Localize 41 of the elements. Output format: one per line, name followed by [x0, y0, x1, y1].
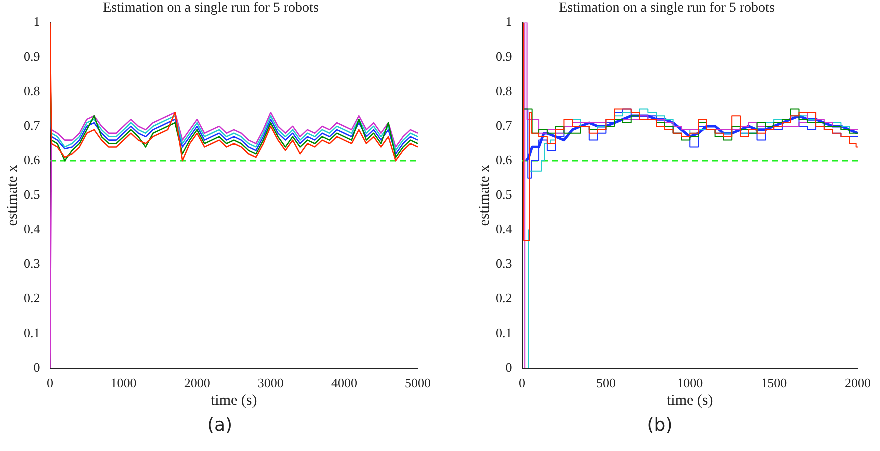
x-tick-label: 0: [519, 376, 526, 391]
y-tick-label: 0.9: [24, 48, 40, 64]
y-tick-label: 0.5: [24, 187, 40, 202]
y-tick-label: 0.8: [496, 83, 512, 98]
y-tick-label: 0.2: [496, 290, 512, 306]
y-tick-label: 0.3: [24, 256, 40, 272]
x-axis-title: time (s): [667, 392, 714, 409]
x-tick-label: 0: [47, 376, 54, 391]
x-tick-label: 4000: [331, 376, 358, 391]
y-tick-label: 0.6: [496, 152, 513, 168]
y-axis-title: estimate x: [476, 164, 493, 226]
y-tick-label: 0.2: [24, 290, 40, 306]
y-tick-label: 0.9: [496, 48, 512, 64]
y-tick-label: 0.1: [496, 325, 512, 340]
x-tick-label: 500: [596, 376, 616, 391]
x-tick-label: 1500: [761, 376, 788, 391]
chart-title: Estimation on a single run for 5 robots: [103, 1, 319, 16]
x-tick-label: 1000: [110, 376, 137, 391]
y-tick-label: 0.6: [24, 152, 41, 168]
x-tick-label: 3000: [258, 376, 284, 391]
text: (b): [646, 415, 674, 436]
y-tick-label: 0: [506, 360, 512, 375]
x-tick-label: 2000: [845, 376, 871, 391]
x-tick-label: 2000: [184, 376, 210, 391]
text: (a): [206, 415, 234, 436]
y-axis-title: estimate x: [4, 164, 21, 226]
y-tick-label: 0.7: [496, 118, 513, 133]
y-tick-label: 0.4: [24, 222, 41, 237]
x-tick-label: 1000: [677, 376, 704, 391]
y-tick-label: 0.8: [24, 83, 40, 98]
y-tick-label: 0.4: [496, 222, 513, 237]
y-tick-label: 0.3: [496, 256, 512, 272]
y-tick-label: 0.5: [496, 187, 512, 202]
x-axis-title: time (s): [211, 392, 258, 409]
chart-title: Estimation on a single run for 5 robots: [559, 1, 775, 16]
y-tick-label: 0.7: [24, 118, 41, 133]
y-tick-label: 0.1: [24, 325, 40, 340]
x-tick-label: 5000: [405, 376, 431, 391]
y-tick-label: 1: [34, 14, 40, 30]
y-tick-label: 1: [506, 14, 512, 30]
y-tick-label: 0: [34, 360, 40, 375]
